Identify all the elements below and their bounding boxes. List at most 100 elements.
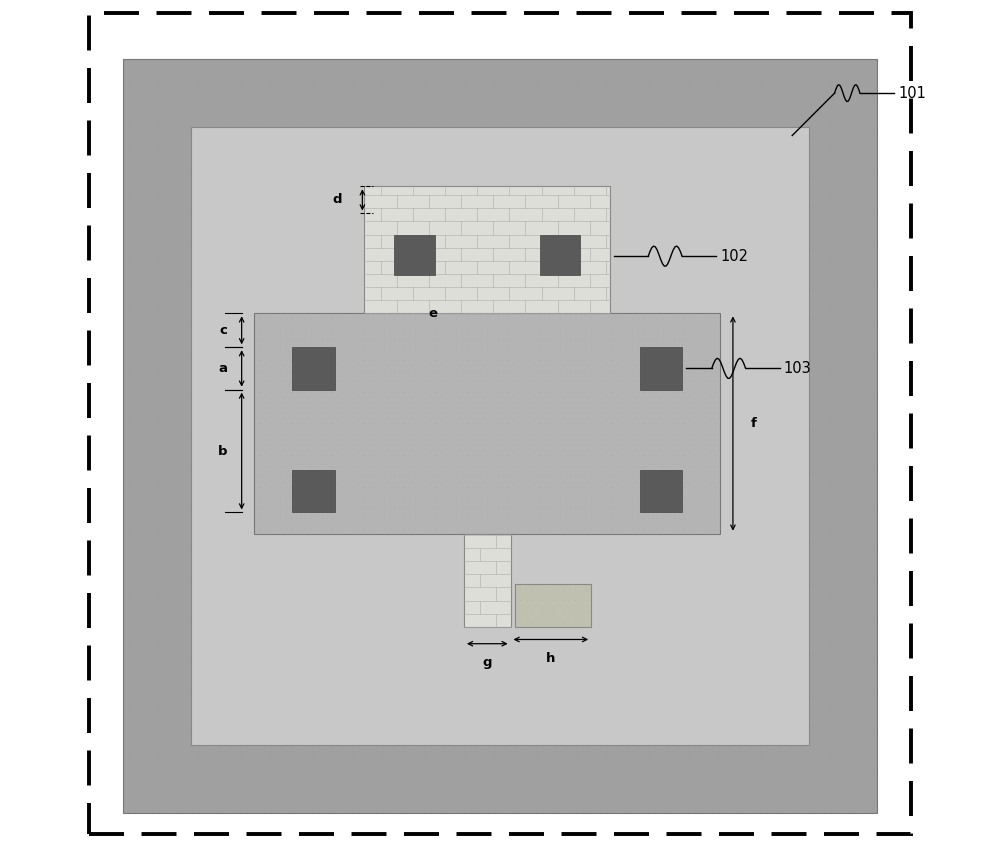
Point (242, 424, 258, 438)
Point (813, 710, 829, 723)
Point (711, 791, 727, 805)
Point (273, 465, 289, 479)
Point (701, 700, 717, 713)
Point (731, 404, 747, 418)
Point (344, 546, 360, 560)
Point (655, 396, 671, 409)
Point (782, 272, 798, 285)
Point (711, 313, 727, 326)
Point (507, 108, 523, 122)
Point (436, 649, 452, 662)
Point (707, 417, 723, 430)
Point (202, 272, 218, 285)
Point (446, 506, 462, 519)
Point (630, 78, 646, 91)
Point (354, 292, 370, 306)
Point (293, 469, 309, 483)
Point (854, 323, 870, 336)
Point (752, 68, 768, 81)
Point (655, 469, 671, 483)
Point (304, 200, 320, 213)
Point (528, 546, 544, 560)
Point (293, 479, 309, 493)
Point (365, 485, 381, 499)
Point (130, 343, 146, 357)
Point (670, 536, 686, 550)
Point (263, 200, 279, 213)
Point (405, 649, 421, 662)
Point (436, 88, 452, 102)
Point (181, 230, 197, 244)
Point (538, 323, 554, 336)
Point (854, 669, 870, 683)
Point (593, 385, 609, 399)
Point (833, 282, 849, 296)
Point (428, 354, 444, 368)
Point (711, 119, 727, 132)
Point (609, 374, 625, 387)
Point (314, 710, 330, 723)
Point (691, 495, 707, 509)
Point (479, 364, 495, 378)
Point (428, 312, 444, 325)
Point (273, 455, 289, 468)
Point (456, 404, 472, 418)
Point (181, 149, 197, 163)
Point (395, 679, 411, 693)
Point (630, 801, 646, 815)
Point (650, 313, 666, 326)
Point (573, 448, 589, 462)
Point (395, 475, 411, 489)
Point (762, 536, 778, 550)
Point (762, 455, 778, 468)
Point (528, 272, 544, 285)
Point (614, 374, 630, 388)
Point (438, 364, 454, 378)
Point (573, 459, 589, 473)
Point (253, 618, 269, 632)
Point (232, 761, 248, 774)
Point (141, 292, 157, 306)
Point (793, 58, 809, 71)
Point (456, 129, 472, 142)
Point (823, 628, 839, 642)
Point (487, 445, 503, 458)
Point (314, 607, 330, 621)
Point (141, 761, 157, 774)
Point (151, 556, 167, 570)
Point (578, 615, 594, 628)
Point (151, 445, 167, 458)
Point (487, 169, 503, 183)
Point (823, 781, 839, 794)
Point (407, 427, 423, 440)
Point (436, 230, 452, 244)
Point (436, 333, 452, 346)
Point (426, 455, 442, 468)
Point (731, 282, 747, 296)
Point (864, 119, 880, 132)
Point (303, 407, 319, 420)
Point (212, 607, 228, 621)
Point (365, 649, 381, 662)
Point (609, 455, 625, 468)
Point (354, 169, 370, 183)
Point (803, 108, 819, 122)
Point (731, 445, 747, 458)
Point (579, 577, 595, 590)
Point (731, 98, 747, 112)
Point (752, 485, 768, 499)
Point (854, 607, 870, 621)
Point (467, 220, 483, 234)
Point (548, 220, 564, 234)
Point (222, 68, 238, 81)
Point (263, 129, 279, 142)
Point (365, 659, 381, 673)
Point (660, 282, 676, 296)
Point (314, 556, 330, 570)
Point (650, 587, 666, 601)
Point (334, 396, 350, 409)
Point (304, 730, 320, 744)
Point (396, 512, 412, 525)
Point (793, 720, 809, 734)
Point (864, 252, 880, 265)
